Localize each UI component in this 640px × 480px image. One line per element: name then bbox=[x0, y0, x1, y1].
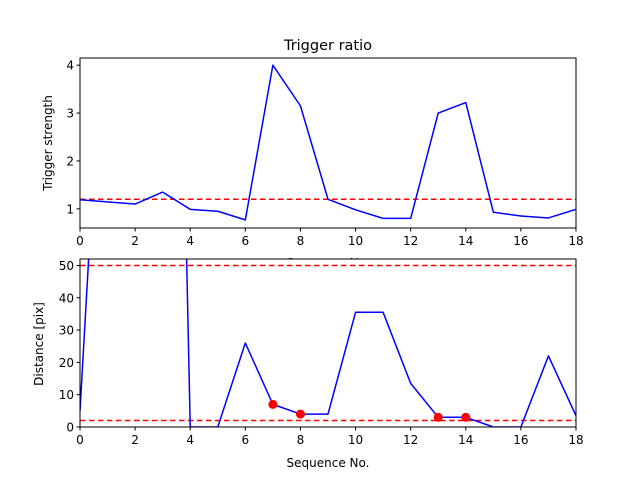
top-xtick-label: 2 bbox=[131, 234, 139, 248]
bottom-chart-panel: Distance [pix] Sequence No. 0 2 4 6 8 10 12 14 1… bbox=[32, 258, 584, 470]
top-xtick-label: 4 bbox=[186, 234, 194, 248]
bottom-xtick-label: 6 bbox=[242, 433, 250, 447]
bottom-xtick-label: 0 bbox=[76, 433, 84, 447]
top-ytick-label: 1 bbox=[66, 202, 74, 216]
top-chart-ylabel: Trigger strength bbox=[41, 95, 55, 192]
bottom-xtick-label: 18 bbox=[568, 433, 583, 447]
top-xtick-label: 6 bbox=[242, 234, 250, 248]
bottom-ytick-label: 50 bbox=[59, 259, 74, 273]
bottom-ytick-label: 20 bbox=[59, 356, 74, 370]
bottom-xtick-label: 12 bbox=[403, 433, 418, 447]
bottom-xtick-label: 10 bbox=[348, 433, 363, 447]
bottom-marker-point bbox=[268, 399, 278, 409]
top-ytick-label: 4 bbox=[66, 59, 74, 73]
bottom-marker-point bbox=[461, 412, 471, 422]
bottom-chart-ylabel: Distance [pix] bbox=[32, 302, 46, 386]
top-ytick-label: 3 bbox=[66, 107, 74, 121]
bottom-ytick-label: 30 bbox=[59, 324, 74, 338]
top-xtick-label: 10 bbox=[348, 234, 363, 248]
top-xtick-label: 12 bbox=[403, 234, 418, 248]
top-xtick-label: 0 bbox=[76, 234, 84, 248]
bottom-xtick-label: 14 bbox=[458, 433, 473, 447]
bottom-ytick-label: 10 bbox=[59, 388, 74, 402]
bottom-series-line-0 bbox=[80, 259, 576, 427]
bottom-ytick-label: 0 bbox=[66, 421, 74, 435]
bottom-chart-xlabel: Sequence No. bbox=[287, 456, 370, 470]
top-axes-frame bbox=[79, 57, 577, 229]
top-chart-panel: Trigger ratio Trigger strength Sequence … bbox=[41, 38, 584, 270]
bottom-marker-point bbox=[433, 412, 443, 422]
bottom-axes-frame bbox=[79, 258, 577, 428]
top-ytick-label: 2 bbox=[66, 154, 74, 168]
bottom-xtick-label: 4 bbox=[186, 433, 194, 447]
top-series-line-0 bbox=[80, 64, 576, 221]
bottom-xtick-label: 16 bbox=[513, 433, 528, 447]
top-plot-area bbox=[80, 64, 576, 221]
bottom-xtick-label: 8 bbox=[297, 433, 305, 447]
bottom-marker-point bbox=[295, 409, 305, 419]
bottom-xtick-label: 2 bbox=[131, 433, 139, 447]
top-xtick-label: 16 bbox=[513, 234, 528, 248]
bottom-axes-background bbox=[80, 259, 576, 427]
top-xtick-label: 18 bbox=[568, 234, 583, 248]
bottom-plot-area bbox=[80, 259, 576, 427]
top-xtick-label: 14 bbox=[458, 234, 473, 248]
bottom-ytick-label: 40 bbox=[59, 291, 74, 305]
top-xtick-label: 8 bbox=[297, 234, 305, 248]
top-chart-title: Trigger ratio bbox=[283, 38, 372, 54]
